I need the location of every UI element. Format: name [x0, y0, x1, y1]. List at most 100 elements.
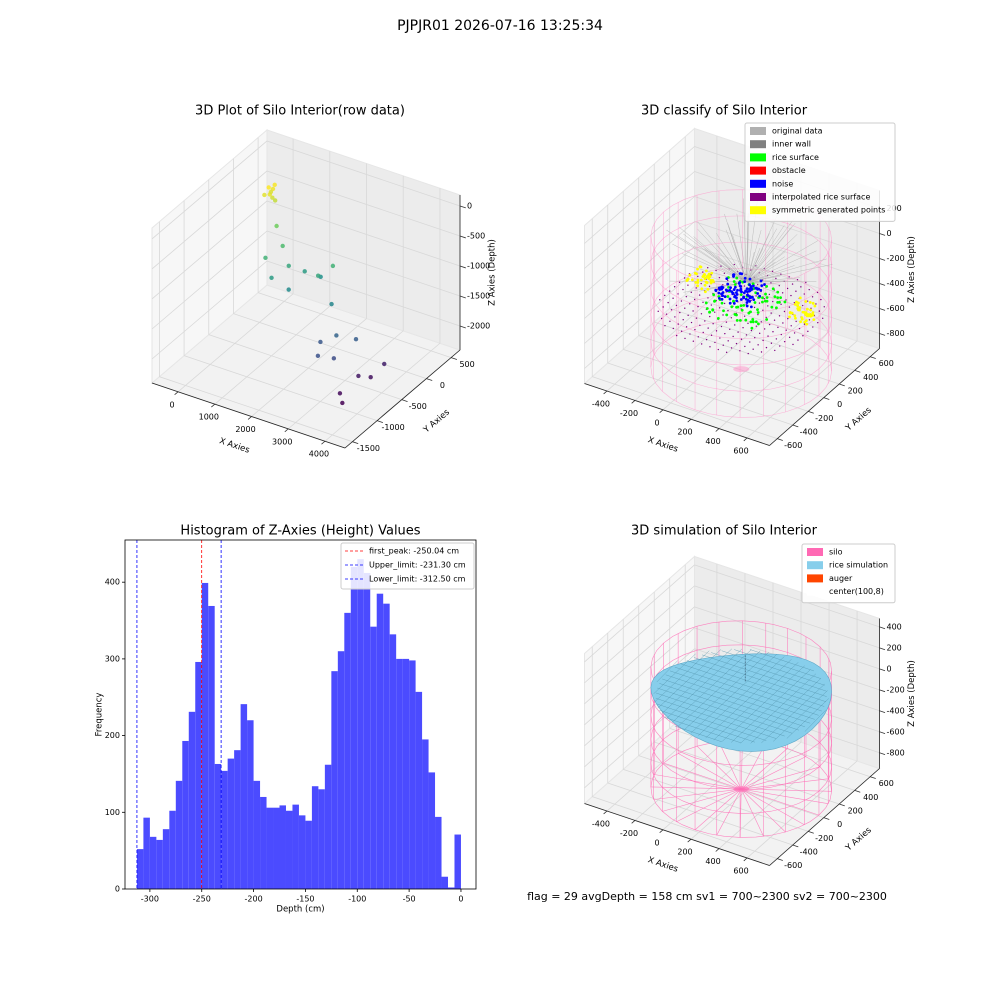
interpolated-point [725, 351, 728, 354]
symmetric-point [688, 273, 692, 277]
symmetric-point [802, 310, 806, 314]
noise-point [752, 298, 756, 302]
interpolated-point [780, 333, 782, 336]
legend-swatch [750, 179, 766, 188]
interpolated-point [700, 313, 703, 315]
interpolated-point [700, 343, 703, 345]
legend-label: Lower_limit: -312.50 cm [369, 575, 466, 584]
histogram-bar [454, 834, 461, 889]
noise-point [744, 297, 748, 301]
interpolated-point [665, 313, 668, 315]
interpolated-point [659, 299, 661, 301]
histogram-bar [402, 658, 410, 889]
interpolated-point [717, 288, 719, 290]
original-ray [732, 235, 747, 283]
rice-surface-point [716, 317, 720, 320]
symmetric-point [703, 283, 707, 287]
interpolated-point [787, 317, 789, 320]
grid-line [638, 335, 824, 399]
tick-mark [715, 428, 720, 432]
interpolated-point [683, 277, 686, 279]
scatter-point [268, 189, 274, 195]
noise-point [717, 291, 721, 295]
interpolated-point [795, 320, 797, 323]
noise-point [751, 284, 755, 288]
interpolated-point [762, 309, 764, 311]
legend-swatch [750, 166, 766, 175]
symmetric-point [711, 279, 715, 282]
histogram-bar [149, 836, 157, 889]
symmetric-point [696, 278, 700, 282]
interpolated-point [717, 348, 719, 351]
histogram-bar [389, 634, 397, 889]
original-ray [725, 229, 747, 283]
noise-point [729, 286, 732, 290]
rice-surface-point [775, 306, 778, 310]
surface-mesh [657, 687, 793, 734]
symmetric-point [798, 306, 802, 309]
footer-status: flag = 29 avgDepth = 158 cm sv1 = 700~23… [527, 890, 887, 903]
x-axis-line [151, 382, 346, 449]
surface-mesh [653, 653, 696, 694]
tick-mark [792, 424, 799, 428]
tick-mark [879, 710, 886, 714]
interpolated-point [710, 334, 713, 336]
grid-line [584, 627, 695, 726]
noise-point [759, 279, 763, 283]
interpolated-point [685, 295, 688, 298]
original-ray [725, 260, 747, 283]
interpolated-point [667, 301, 669, 304]
histogram-bar [143, 817, 150, 889]
interpolated-point [724, 332, 726, 335]
original-ray [746, 226, 792, 283]
rice-surface-point [771, 287, 775, 291]
scatter-point [330, 263, 336, 269]
interpolated-point [685, 326, 688, 328]
interpolated-point [796, 279, 799, 281]
interpolated-point [672, 327, 674, 330]
interpolated-point [780, 303, 782, 306]
surface-mesh [734, 649, 822, 679]
histogram-bar [182, 740, 189, 889]
interpolated-point [807, 330, 809, 333]
noise-point [728, 297, 732, 301]
interpolated-point [768, 293, 771, 296]
tick-mark [879, 233, 886, 236]
surface-mesh [659, 683, 800, 731]
scatter-point [315, 273, 321, 278]
grid-line [718, 331, 830, 429]
surface-mesh [722, 665, 805, 742]
x-axis-line [584, 803, 770, 866]
silo-floor-spoke [694, 788, 742, 831]
legend-label: rice simulation [829, 561, 888, 570]
silo-floor-spoke [654, 774, 742, 790]
original-ray [746, 280, 786, 283]
interpolated-point [670, 309, 673, 311]
original-ray [746, 230, 762, 283]
symmetric-point [693, 271, 697, 275]
tick-mark [659, 409, 664, 414]
rice-surface-point [776, 290, 780, 294]
interpolated-point [678, 281, 681, 284]
scatter-point [266, 185, 271, 190]
interpolated-point [732, 335, 734, 338]
noise-point [750, 288, 754, 291]
interpolated-point [680, 330, 683, 332]
y-axis-line [769, 768, 880, 866]
x-tick-label: 0 [654, 418, 659, 427]
surface-mesh [674, 725, 722, 742]
y-tick-label: -1500 [357, 444, 380, 453]
tick-mark [879, 668, 886, 672]
tick-mark [823, 817, 830, 820]
scatter-point [331, 356, 337, 361]
y-tick-label: 200 [848, 807, 863, 816]
silo-floor-spoke [678, 753, 742, 790]
histogram-bar [175, 780, 183, 889]
interpolated-point [692, 310, 694, 312]
symmetric-point [812, 318, 816, 322]
histogram-bar [188, 711, 196, 889]
y-tick-label: 400 [863, 793, 878, 802]
interpolated-point [806, 300, 809, 302]
interpolated-point [777, 326, 779, 329]
rice-surface-point [753, 301, 757, 304]
